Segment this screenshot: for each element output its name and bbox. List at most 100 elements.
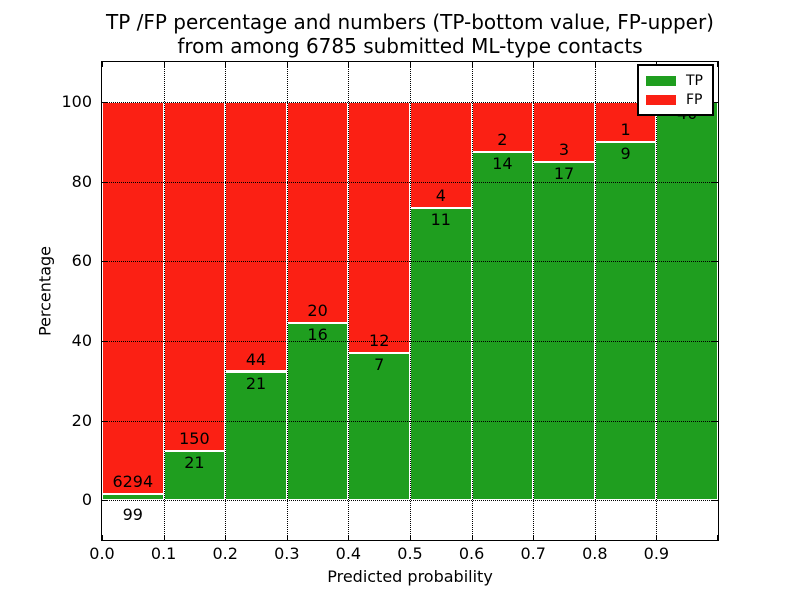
tp-count-label: 16 (307, 325, 328, 345)
x-tickmark (717, 62, 718, 67)
fp-count-label: 3 (558, 139, 570, 159)
legend-label: TP (686, 72, 703, 89)
x-tickmark (164, 535, 165, 540)
legend-entry-tp: TP (646, 71, 703, 90)
x-tickmark (225, 535, 226, 540)
y-tick-label: 80 (71, 171, 92, 191)
chart-title: TP /FP percentage and numbers (TP-bottom… (101, 10, 719, 58)
x-tickmark (533, 535, 534, 540)
x-tick-label: 0.8 (582, 544, 608, 563)
horizontal-gridline (102, 181, 718, 183)
x-tickmark (287, 535, 288, 540)
fp-count-label: 150 (179, 429, 210, 449)
x-tickmark (348, 535, 349, 540)
x-tickmark (410, 535, 411, 540)
x-tick-label: 0.1 (150, 544, 177, 563)
bar-segment-tp-5 (410, 208, 472, 501)
bar-segment-fp-1 (163, 101, 226, 452)
bar-segment-tp-4 (348, 353, 410, 501)
x-tick-label: 0.4 (335, 544, 362, 563)
bar-segment-fp-6 (471, 101, 534, 152)
y-tickmark (712, 341, 718, 342)
x-tickmark (595, 62, 596, 67)
x-tickmark (717, 535, 718, 540)
vertical-gridline (533, 62, 534, 540)
bar-segment-tp-6 (471, 151, 534, 501)
x-tickmark (225, 62, 226, 67)
chart-title-line2: from among 6785 submitted ML-type contac… (177, 34, 643, 58)
horizontal-gridline (102, 340, 718, 342)
y-tickmark (102, 182, 108, 183)
vertical-gridline (287, 62, 288, 540)
vertical-gridline (595, 62, 596, 540)
x-tickmark (656, 535, 657, 540)
y-tick-label: 40 (71, 330, 92, 350)
legend-swatch-tp (646, 75, 676, 86)
fp-count-label: 20 (307, 301, 328, 321)
chart-title-line1: TP /FP percentage and numbers (TP-bottom… (106, 10, 714, 34)
bar-segment-fp-0 (102, 101, 164, 494)
x-tick-label: 0.7 (520, 544, 546, 563)
x-tick-label: 0.6 (458, 544, 485, 563)
tp-count-label: 14 (492, 153, 513, 173)
x-tick-label: 0.9 (643, 544, 670, 563)
x-tick-label: 0.2 (212, 544, 238, 563)
y-tickmark (102, 500, 108, 501)
x-tickmark (472, 62, 473, 67)
bar-segment-fp-3 (286, 101, 349, 324)
bar-segment-tp-1 (163, 451, 226, 501)
fp-count-label: 1 (620, 119, 631, 139)
legend-swatch-fp (646, 94, 676, 105)
x-tickmark (472, 535, 473, 540)
horizontal-gridline (102, 420, 718, 422)
bar-segment-fp-4 (348, 101, 410, 354)
vertical-gridline (225, 62, 226, 540)
x-tick-label: 0.5 (397, 544, 423, 563)
y-tickmark (712, 500, 718, 501)
fp-count-label: 6294 (112, 472, 154, 491)
y-tickmark (102, 102, 108, 103)
x-tickmark (348, 62, 349, 67)
x-tickmark (102, 535, 103, 540)
y-tick-label: 100 (61, 91, 92, 111)
fp-count-label: 44 (245, 349, 267, 369)
horizontal-gridline (102, 101, 718, 103)
legend-label: FP (686, 91, 703, 108)
tp-count-label: 99 (122, 505, 143, 525)
y-tick-label: 60 (71, 251, 92, 271)
tp-count-label: 17 (553, 163, 575, 183)
bar-segment-fp-2 (225, 101, 287, 372)
y-tickmark (712, 261, 718, 262)
fp-count-label: 4 (435, 186, 446, 206)
x-tickmark (164, 62, 165, 67)
y-tickmark (102, 341, 108, 342)
x-tickmark (410, 62, 411, 67)
bar-segment-tp-8 (594, 141, 657, 501)
y-tick-label: 20 (71, 410, 92, 430)
tp-count-label: 9 (620, 143, 631, 163)
y-tickmark (102, 261, 108, 262)
x-tickmark (595, 535, 596, 540)
vertical-gridline (472, 62, 473, 540)
y-tick-label: 0 (81, 490, 92, 510)
tp-count-label: 21 (245, 373, 267, 393)
y-axis-label: Percentage (35, 245, 55, 337)
vertical-gridline (656, 62, 657, 540)
horizontal-gridline (102, 261, 718, 263)
fp-count-label: 12 (369, 331, 390, 351)
tp-count-label: 11 (430, 210, 451, 230)
bar-segment-tp-9 (656, 101, 718, 501)
legend: TP FP (637, 64, 714, 116)
horizontal-gridline (102, 500, 718, 502)
y-tickmark (102, 421, 108, 422)
vertical-gridline (410, 62, 411, 540)
tp-count-label: 7 (374, 355, 385, 375)
x-axis-label: Predicted probability (327, 567, 493, 586)
x-tick-label: 0.0 (89, 544, 115, 563)
x-tickmark (287, 62, 288, 67)
y-tickmark (712, 182, 718, 183)
x-tick-label: 0.3 (274, 544, 300, 563)
vertical-gridline (348, 62, 349, 540)
fp-count-label: 2 (497, 129, 508, 149)
y-tickmark (712, 102, 718, 103)
